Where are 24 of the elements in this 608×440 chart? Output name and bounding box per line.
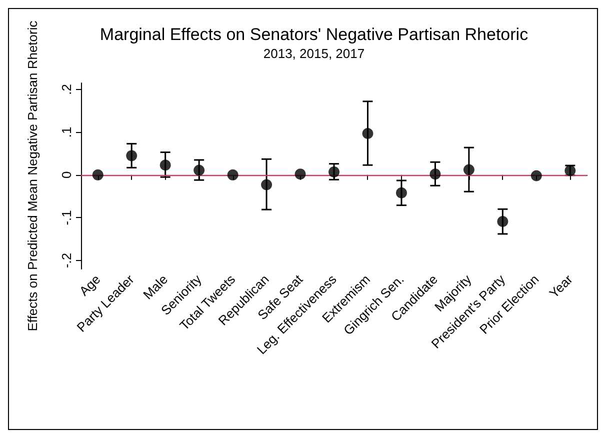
point (530, 170, 542, 182)
x-tick-label: Age (76, 272, 104, 299)
x-tick-label: Year (546, 271, 576, 301)
point (261, 179, 272, 190)
point (92, 169, 104, 180)
y-tick-label: .2 (59, 84, 74, 95)
point (294, 168, 306, 180)
point (194, 164, 205, 176)
point (227, 169, 238, 180)
y-axis-title: Effects on Predicted Mean Negative Partisan Rhetoric (25, 20, 40, 332)
y-tick-label: .1 (59, 126, 74, 138)
y-tick-label: 0 (59, 171, 74, 179)
point (430, 168, 441, 180)
chart-subtitle: 2013, 2015, 2017 (263, 46, 365, 61)
y-tick-label: -.2 (59, 252, 74, 268)
point (463, 164, 474, 176)
point (126, 150, 138, 162)
point (396, 187, 407, 198)
point (328, 166, 340, 178)
point (160, 160, 171, 171)
point (497, 216, 508, 228)
chart-title: Marginal Effects on Senators' Negative Partisan Rhetoric (100, 25, 529, 44)
point (362, 128, 374, 139)
y-tick-label: -.1 (59, 210, 74, 226)
